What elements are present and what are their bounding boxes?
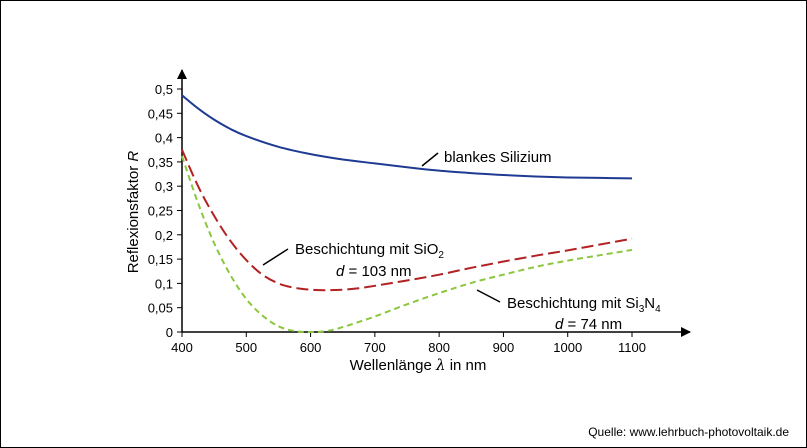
x-tick-label: 900 bbox=[493, 340, 515, 355]
leader-line bbox=[421, 152, 439, 167]
y-tick-label: 0,3 bbox=[155, 179, 173, 194]
y-tick-label: 0,1 bbox=[155, 276, 173, 291]
leader-line bbox=[262, 248, 289, 266]
series-label: blankes Silizium bbox=[444, 149, 552, 166]
axes bbox=[177, 69, 691, 337]
series-label: Beschichtung mit SiO2 bbox=[295, 241, 444, 261]
source-credit: Quelle: www.lehrbuch-photovoltaik.de bbox=[588, 425, 789, 439]
label-si3n4: Beschichtung mit Si3N4 d = 74 nm bbox=[476, 289, 661, 333]
y-tick-label: 0,35 bbox=[148, 155, 173, 170]
series-line-sio2 bbox=[181, 149, 633, 292]
y-tick-label: 0,5 bbox=[155, 82, 173, 97]
label-sio2: Beschichtung mit SiO2 d = 103 nm bbox=[262, 241, 444, 280]
y-tick-label: 0,05 bbox=[148, 301, 173, 316]
x-tick-label: 700 bbox=[364, 340, 386, 355]
y-tick-label: 0,15 bbox=[148, 252, 173, 267]
leader-line bbox=[476, 289, 501, 303]
x-tick-label: 1000 bbox=[553, 340, 582, 355]
ticks: 400 500 600 700 800 900 1000 1100 0 0,05 0,1 0,15 0,… bbox=[148, 82, 646, 355]
x-tick-label: 400 bbox=[171, 340, 193, 355]
x-axis-label: Wellenlänge λ in nm bbox=[350, 356, 487, 374]
label-blankes-silizium: blankes Silizium bbox=[421, 149, 552, 167]
series-label: Beschichtung mit Si3N4 bbox=[507, 295, 661, 315]
y-tick-label: 0,25 bbox=[148, 204, 173, 219]
series-line-blankes-silizium bbox=[181, 94, 633, 180]
y-tick-label: 0 bbox=[166, 325, 173, 340]
series-param: d = 74 nm bbox=[555, 316, 622, 333]
x-tick-label: 1100 bbox=[618, 340, 646, 355]
x-tick-label: 800 bbox=[428, 340, 450, 355]
y-tick-label: 0,45 bbox=[148, 106, 173, 121]
series-group bbox=[181, 94, 633, 334]
y-axis-label: Reflexionsfaktor R bbox=[125, 151, 142, 274]
series-param: d = 103 nm bbox=[336, 263, 411, 280]
y-tick-label: 0,2 bbox=[155, 228, 173, 243]
x-tick-label: 500 bbox=[235, 340, 257, 355]
y-tick-label: 0,4 bbox=[155, 131, 173, 146]
x-tick-label: 600 bbox=[300, 340, 322, 355]
series-line-si3n4 bbox=[181, 155, 633, 334]
